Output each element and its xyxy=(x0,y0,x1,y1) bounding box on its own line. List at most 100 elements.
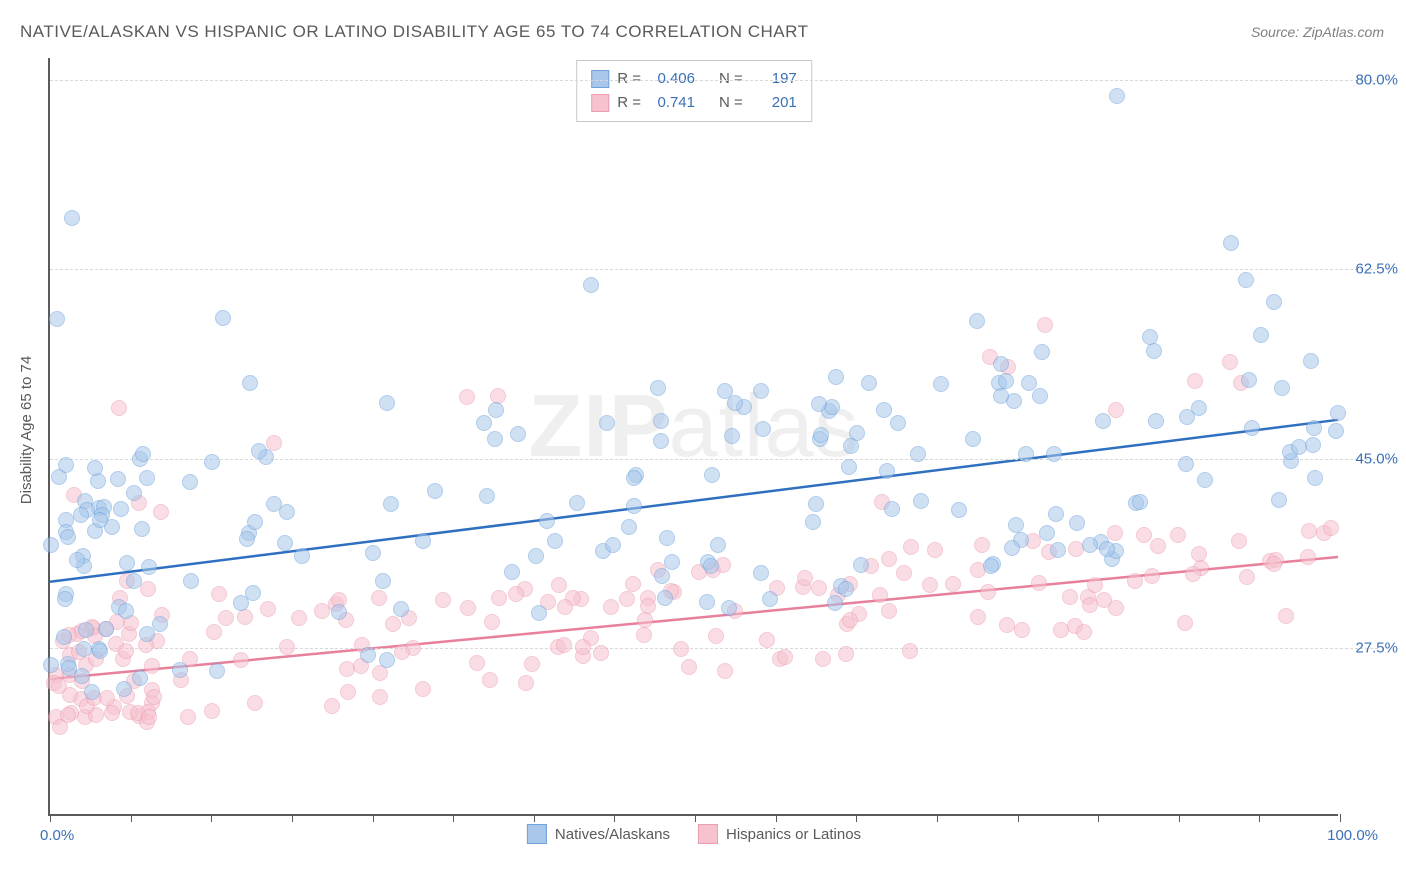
data-point xyxy=(896,565,912,581)
data-point xyxy=(87,460,103,476)
data-point xyxy=(759,632,775,648)
data-point xyxy=(56,629,72,645)
data-point xyxy=(1096,592,1112,608)
data-point xyxy=(980,584,996,600)
data-point xyxy=(1048,506,1064,522)
data-point xyxy=(260,601,276,617)
data-point xyxy=(1148,413,1164,429)
data-point xyxy=(1179,409,1195,425)
data-point xyxy=(379,652,395,668)
data-point xyxy=(1004,540,1020,556)
data-point xyxy=(372,689,388,705)
data-point xyxy=(251,443,267,459)
watermark: ZIPatlas xyxy=(529,375,860,477)
data-point xyxy=(708,628,724,644)
data-point xyxy=(58,457,74,473)
legend-label: Natives/Alaskans xyxy=(555,826,670,843)
data-point xyxy=(650,380,666,396)
data-point xyxy=(90,473,106,489)
data-point xyxy=(1146,343,1162,359)
legend-swatch xyxy=(527,824,547,844)
data-point xyxy=(242,375,258,391)
data-point xyxy=(636,627,652,643)
data-point xyxy=(1323,520,1339,536)
x-tick xyxy=(1098,814,1099,822)
data-point xyxy=(625,576,641,592)
data-point xyxy=(140,581,156,597)
data-point xyxy=(245,585,261,601)
data-point xyxy=(637,612,653,628)
series-legend: Natives/AlaskansHispanics or Latinos xyxy=(527,824,861,844)
x-tick xyxy=(937,814,938,822)
data-point xyxy=(1253,327,1269,343)
data-point xyxy=(879,463,895,479)
data-point xyxy=(797,570,813,586)
data-point xyxy=(1107,525,1123,541)
stats-n-value: 201 xyxy=(751,91,797,115)
data-point xyxy=(69,552,85,568)
data-point xyxy=(331,604,347,620)
data-point xyxy=(626,498,642,514)
data-point xyxy=(1031,575,1047,591)
data-point xyxy=(43,537,59,553)
data-point xyxy=(1274,380,1290,396)
data-point xyxy=(1014,622,1030,638)
data-point xyxy=(215,310,231,326)
data-point xyxy=(999,617,1015,633)
data-point xyxy=(508,586,524,602)
data-point xyxy=(828,369,844,385)
data-point xyxy=(247,695,263,711)
data-point xyxy=(717,663,733,679)
data-point xyxy=(913,493,929,509)
data-point xyxy=(182,474,198,490)
data-point xyxy=(927,542,943,558)
data-point xyxy=(113,501,129,517)
data-point xyxy=(811,396,827,412)
data-point xyxy=(60,529,76,545)
data-point xyxy=(619,591,635,607)
data-point xyxy=(92,512,108,528)
data-point xyxy=(808,496,824,512)
grid-line xyxy=(50,648,1378,649)
data-point xyxy=(375,573,391,589)
data-point xyxy=(84,684,100,700)
data-point xyxy=(881,603,897,619)
data-point xyxy=(518,675,534,691)
data-point xyxy=(673,641,689,657)
stats-r-label: R = xyxy=(617,91,641,115)
chart-title: NATIVE/ALASKAN VS HISPANIC OR LATINO DIS… xyxy=(20,22,808,42)
x-tick xyxy=(211,814,212,822)
source-link[interactable]: ZipAtlas.com xyxy=(1303,24,1384,40)
data-point xyxy=(134,521,150,537)
x-axis-max-label: 100.0% xyxy=(1327,827,1378,844)
data-point xyxy=(653,413,669,429)
trend-lines xyxy=(50,58,1338,814)
data-point xyxy=(484,614,500,630)
data-point xyxy=(1278,608,1294,624)
data-point xyxy=(218,610,234,626)
data-point xyxy=(626,470,642,486)
data-point xyxy=(603,599,619,615)
data-point xyxy=(204,454,220,470)
data-point xyxy=(172,662,188,678)
data-point xyxy=(777,649,793,665)
data-point xyxy=(1231,533,1247,549)
data-point xyxy=(727,395,743,411)
data-point xyxy=(76,641,92,657)
data-point xyxy=(903,539,919,555)
data-point xyxy=(841,459,857,475)
data-point xyxy=(385,616,401,632)
data-point xyxy=(838,646,854,662)
grid-line xyxy=(50,269,1378,270)
data-point xyxy=(1037,317,1053,333)
data-point xyxy=(365,545,381,561)
data-point xyxy=(152,616,168,632)
data-point xyxy=(1032,388,1048,404)
data-point xyxy=(881,551,897,567)
data-point xyxy=(1300,549,1316,565)
data-point xyxy=(488,402,504,418)
data-point xyxy=(551,577,567,593)
data-point xyxy=(993,356,1009,372)
x-tick xyxy=(131,814,132,822)
data-point xyxy=(482,672,498,688)
